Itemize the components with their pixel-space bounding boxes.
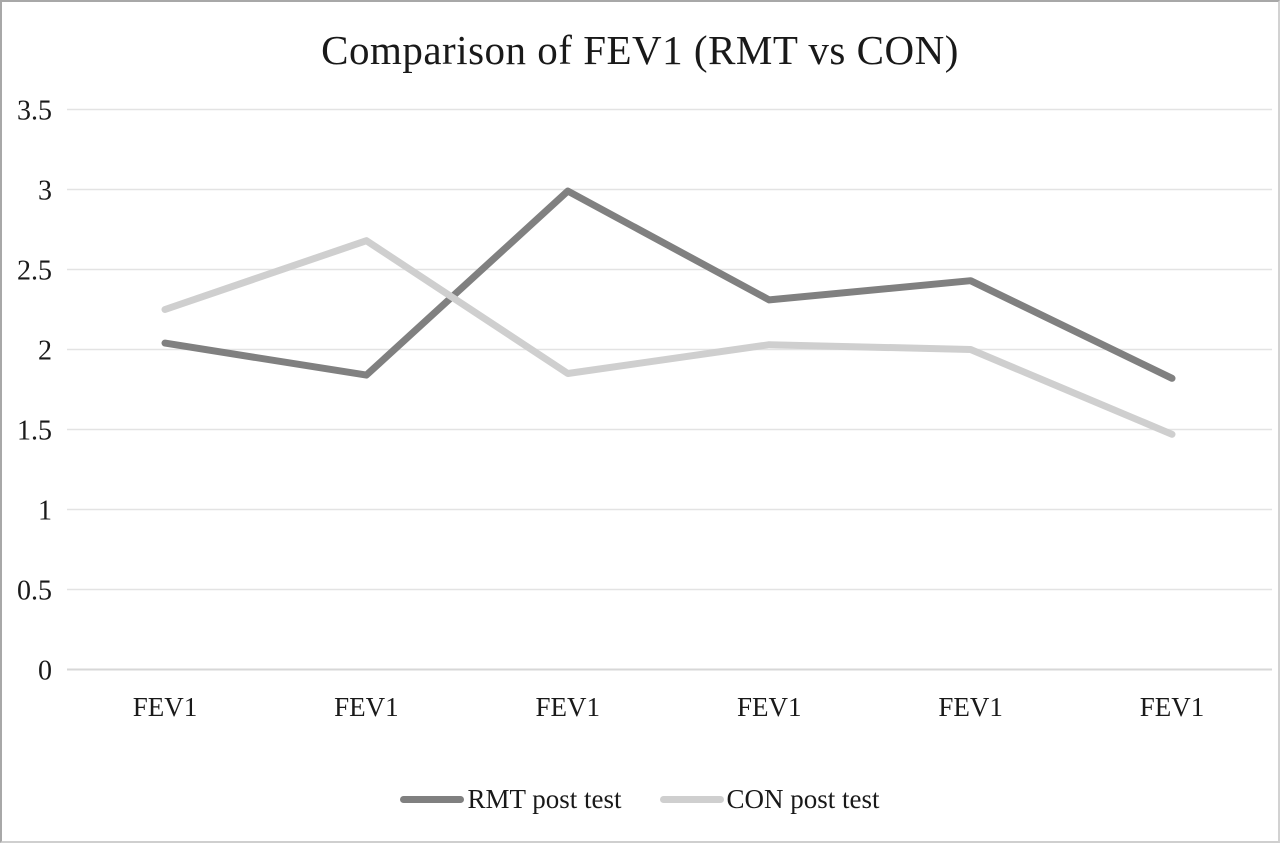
x-axis-label: FEV1 (737, 692, 802, 722)
y-tick-label: 0.5 (17, 576, 52, 607)
con-post-test-line (161, 237, 1176, 438)
x-axis-label: FEV1 (133, 692, 198, 722)
y-tick-label: 3.5 (17, 96, 52, 127)
y-tick-label: 0 (38, 656, 52, 687)
x-axis-label: FEV1 (1140, 692, 1205, 722)
y-tick-label: 1 (38, 496, 52, 527)
rmt-line-swatch (400, 795, 465, 803)
legend-item-rmt-post-test: RMT post test (400, 783, 622, 814)
x-axis-label: FEV1 (938, 692, 1003, 722)
legend-label-con: CON post test (726, 783, 880, 814)
y-tick-label: 1.5 (17, 416, 52, 447)
rmt-post-test-line (161, 187, 1176, 382)
con-line-swatch (659, 795, 724, 803)
legend-label-rmt: RMT post test (467, 783, 622, 814)
chart-title: Comparison of FEV1 (RMT vs CON) (321, 27, 959, 73)
x-axis-label: FEV1 (334, 692, 399, 722)
legend-item-con-post-test: CON post test (659, 783, 880, 814)
x-axis-label: FEV1 (536, 692, 601, 722)
y-tick-label: 2 (38, 336, 52, 367)
chart-legend: RMT post test CON post test (2, 784, 1278, 814)
y-tick-label: 3 (38, 176, 52, 207)
y-tick-label: 2.5 (17, 256, 52, 287)
